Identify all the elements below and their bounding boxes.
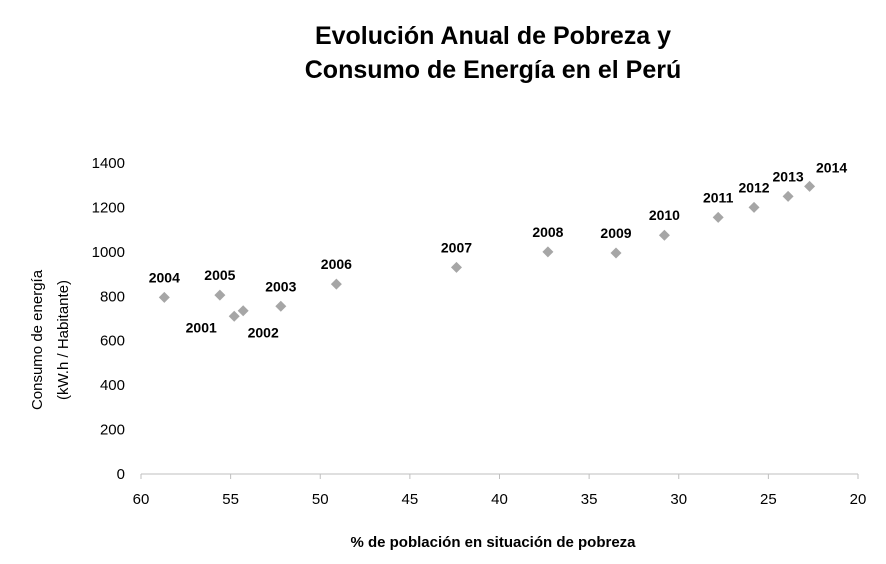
data-point-2005 xyxy=(214,289,226,301)
data-point-2007 xyxy=(450,261,462,273)
data-point-2006 xyxy=(330,278,342,290)
data-point-2010 xyxy=(658,229,670,241)
data-label-2008: 2008 xyxy=(532,224,563,240)
data-label-2010: 2010 xyxy=(649,207,680,223)
x-tick-label: 30 xyxy=(670,491,687,508)
y-tick-label: 400 xyxy=(100,377,125,394)
data-label-2011: 2011 xyxy=(703,189,734,205)
y-axis-title: Consumo de energía (kW.h / Habitante) xyxy=(29,269,72,410)
data-point-2014 xyxy=(804,180,816,192)
data-point-2009 xyxy=(610,247,622,259)
data-point-2002 xyxy=(237,305,249,317)
x-tick-label: 50 xyxy=(312,491,329,508)
x-tick-label: 25 xyxy=(760,491,777,508)
x-tick-label: 40 xyxy=(491,491,508,508)
data-point-2001 xyxy=(228,310,240,322)
data-label-2013: 2013 xyxy=(773,168,804,184)
data-points xyxy=(158,180,816,322)
y-tick-label: 200 xyxy=(100,422,125,439)
data-point-2004 xyxy=(158,291,170,303)
x-tick-label: 45 xyxy=(402,491,419,508)
x-tick-label: 55 xyxy=(222,491,239,508)
data-label-2006: 2006 xyxy=(321,256,352,272)
data-label-2014: 2014 xyxy=(816,159,847,175)
data-label-2004: 2004 xyxy=(149,269,180,285)
y-axis-title-line-1: Consumo de energía xyxy=(29,269,46,410)
x-tick-label: 60 xyxy=(133,491,150,508)
y-tick-labels: 0 200 400 600 800 1000 1200 1400 xyxy=(92,155,125,483)
y-tick-label: 800 xyxy=(100,288,125,305)
data-label-2007: 2007 xyxy=(441,239,472,255)
data-label-2012: 2012 xyxy=(738,179,769,195)
data-label-2003: 2003 xyxy=(265,278,296,294)
data-point-2011 xyxy=(712,211,724,223)
data-label-2001: 2001 xyxy=(186,319,217,335)
y-tick-label: 0 xyxy=(117,466,125,483)
x-axis-title: % de población en situación de pobreza xyxy=(350,534,636,551)
x-tick-labels: 60 55 50 45 40 35 30 25 20 xyxy=(133,491,867,508)
y-axis-title-line-2: (kW.h / Habitante) xyxy=(55,280,72,400)
x-tick-label: 35 xyxy=(581,491,598,508)
y-tick-label: 1200 xyxy=(92,199,125,216)
x-tick-label: 20 xyxy=(850,491,867,508)
chart-title-line-2: Consumo de Energía en el Perú xyxy=(305,56,681,84)
data-point-2003 xyxy=(275,300,287,312)
data-label-2002: 2002 xyxy=(248,325,279,341)
data-label-2005: 2005 xyxy=(204,267,235,283)
data-point-2008 xyxy=(542,246,554,258)
y-tick-label: 1000 xyxy=(92,244,125,261)
data-point-2013 xyxy=(782,190,794,202)
data-point-2012 xyxy=(748,201,760,213)
chart-title-line-1: Evolución Anual de Pobreza y xyxy=(315,22,671,50)
data-labels: 2001 2002 2003 2004 2005 2006 2007 2008 2009 2010… xyxy=(149,159,848,340)
x-tick-marks xyxy=(140,474,859,479)
y-tick-label: 600 xyxy=(100,333,125,350)
y-tick-label: 1400 xyxy=(92,155,125,172)
data-label-2009: 2009 xyxy=(600,225,631,241)
